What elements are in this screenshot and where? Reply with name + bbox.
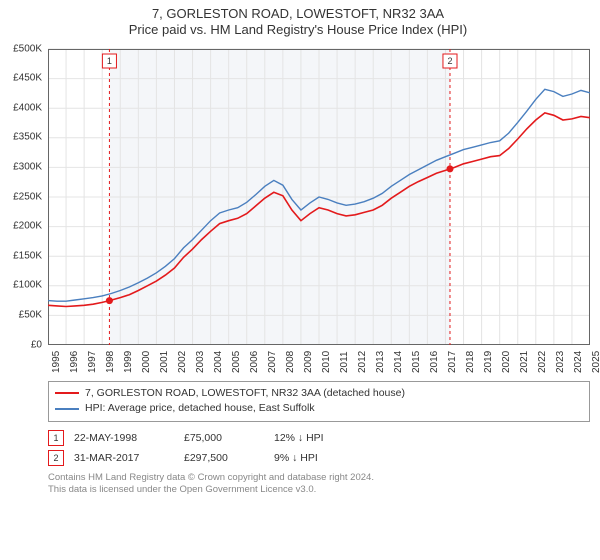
footnote-line-1: Contains HM Land Registry data © Crown c… [48,472,374,483]
title-line-1: 7, GORLESTON ROAD, LOWESTOFT, NR32 3AA [152,6,444,21]
x-tick-label: 2016 [429,350,440,372]
y-tick-label: £500K [13,43,42,54]
x-tick-label: 1995 [51,350,62,372]
x-tick-label: 2024 [573,350,584,372]
y-tick-label: £250K [13,191,42,202]
transaction-price: £297,500 [184,452,274,464]
legend-swatch [55,392,79,394]
chart-area: £0£50K£100K£150K£200K£250K£300K£350K£400… [48,45,590,375]
x-tick-label: 1998 [105,350,116,372]
y-axis-labels: £0£50K£100K£150K£200K£250K£300K£350K£400… [6,45,46,345]
x-tick-label: 2001 [159,350,170,372]
x-tick-label: 2017 [447,350,458,372]
x-tick-label: 2023 [555,350,566,372]
title-line-2: Price paid vs. HM Land Registry's House … [129,22,467,37]
legend-swatch [55,408,79,410]
x-tick-label: 2004 [213,350,224,372]
transaction-delta: 9% ↓ HPI [274,452,394,464]
x-tick-label: 2013 [375,350,386,372]
footnote: Contains HM Land Registry data © Crown c… [48,472,590,497]
x-tick-label: 1999 [123,350,134,372]
y-tick-label: £200K [13,221,42,232]
x-tick-label: 2021 [519,350,530,372]
x-tick-label: 2006 [249,350,260,372]
x-tick-label: 2000 [141,350,152,372]
x-tick-label: 2018 [465,350,476,372]
x-tick-label: 2019 [483,350,494,372]
y-tick-label: £0 [31,339,42,350]
x-tick-label: 2015 [411,350,422,372]
x-tick-label: 2020 [501,350,512,372]
y-tick-label: £50K [19,309,42,320]
legend-item: HPI: Average price, detached house, East… [55,401,583,417]
x-tick-label: 2010 [321,350,332,372]
x-tick-label: 2014 [393,350,404,372]
x-tick-label: 2009 [303,350,314,372]
svg-text:1: 1 [107,56,112,66]
x-tick-label: 2008 [285,350,296,372]
y-tick-label: £100K [13,280,42,291]
x-tick-label: 2012 [357,350,368,372]
x-tick-label: 2002 [177,350,188,372]
footnote-line-2: This data is licensed under the Open Gov… [48,484,316,495]
x-tick-label: 1996 [69,350,80,372]
x-tick-label: 2025 [591,350,600,372]
y-tick-label: £400K [13,102,42,113]
transaction-row: 2 31-MAR-2017£297,5009% ↓ HPI [48,448,590,468]
transaction-row: 1 22-MAY-1998£75,00012% ↓ HPI [48,428,590,448]
chart-title: 7, GORLESTON ROAD, LOWESTOFT, NR32 3AA P… [6,6,590,39]
y-tick-label: £150K [13,250,42,261]
legend: 7, GORLESTON ROAD, LOWESTOFT, NR32 3AA (… [48,381,590,423]
legend-item: 7, GORLESTON ROAD, LOWESTOFT, NR32 3AA (… [55,386,583,402]
transaction-date: 31-MAR-2017 [74,452,184,464]
svg-text:2: 2 [447,56,452,66]
chart-container: 7, GORLESTON ROAD, LOWESTOFT, NR32 3AA P… [0,0,600,560]
x-axis-labels: 1995 1996 1997 1998 1999 2000 2001 2002 2003 2004… [48,345,590,375]
legend-label: HPI: Average price, detached house, East… [85,401,315,417]
x-tick-label: 2005 [231,350,242,372]
line-chart: 12 [48,45,590,345]
x-tick-label: 2007 [267,350,278,372]
transaction-date: 22-MAY-1998 [74,432,184,444]
y-tick-label: £450K [13,73,42,84]
transactions-table: 1 22-MAY-1998£75,00012% ↓ HPI 2 31-MAR-2017… [48,428,590,468]
x-tick-label: 2011 [339,351,350,373]
transaction-delta: 12% ↓ HPI [274,432,394,444]
transaction-price: £75,000 [184,432,274,444]
marker-badge: 2 [48,450,64,466]
marker-badge: 1 [48,430,64,446]
x-tick-label: 1997 [87,350,98,372]
y-tick-label: £350K [13,132,42,143]
x-tick-label: 2022 [537,350,548,372]
y-tick-label: £300K [13,161,42,172]
x-tick-label: 2003 [195,350,206,372]
legend-label: 7, GORLESTON ROAD, LOWESTOFT, NR32 3AA (… [85,386,405,402]
